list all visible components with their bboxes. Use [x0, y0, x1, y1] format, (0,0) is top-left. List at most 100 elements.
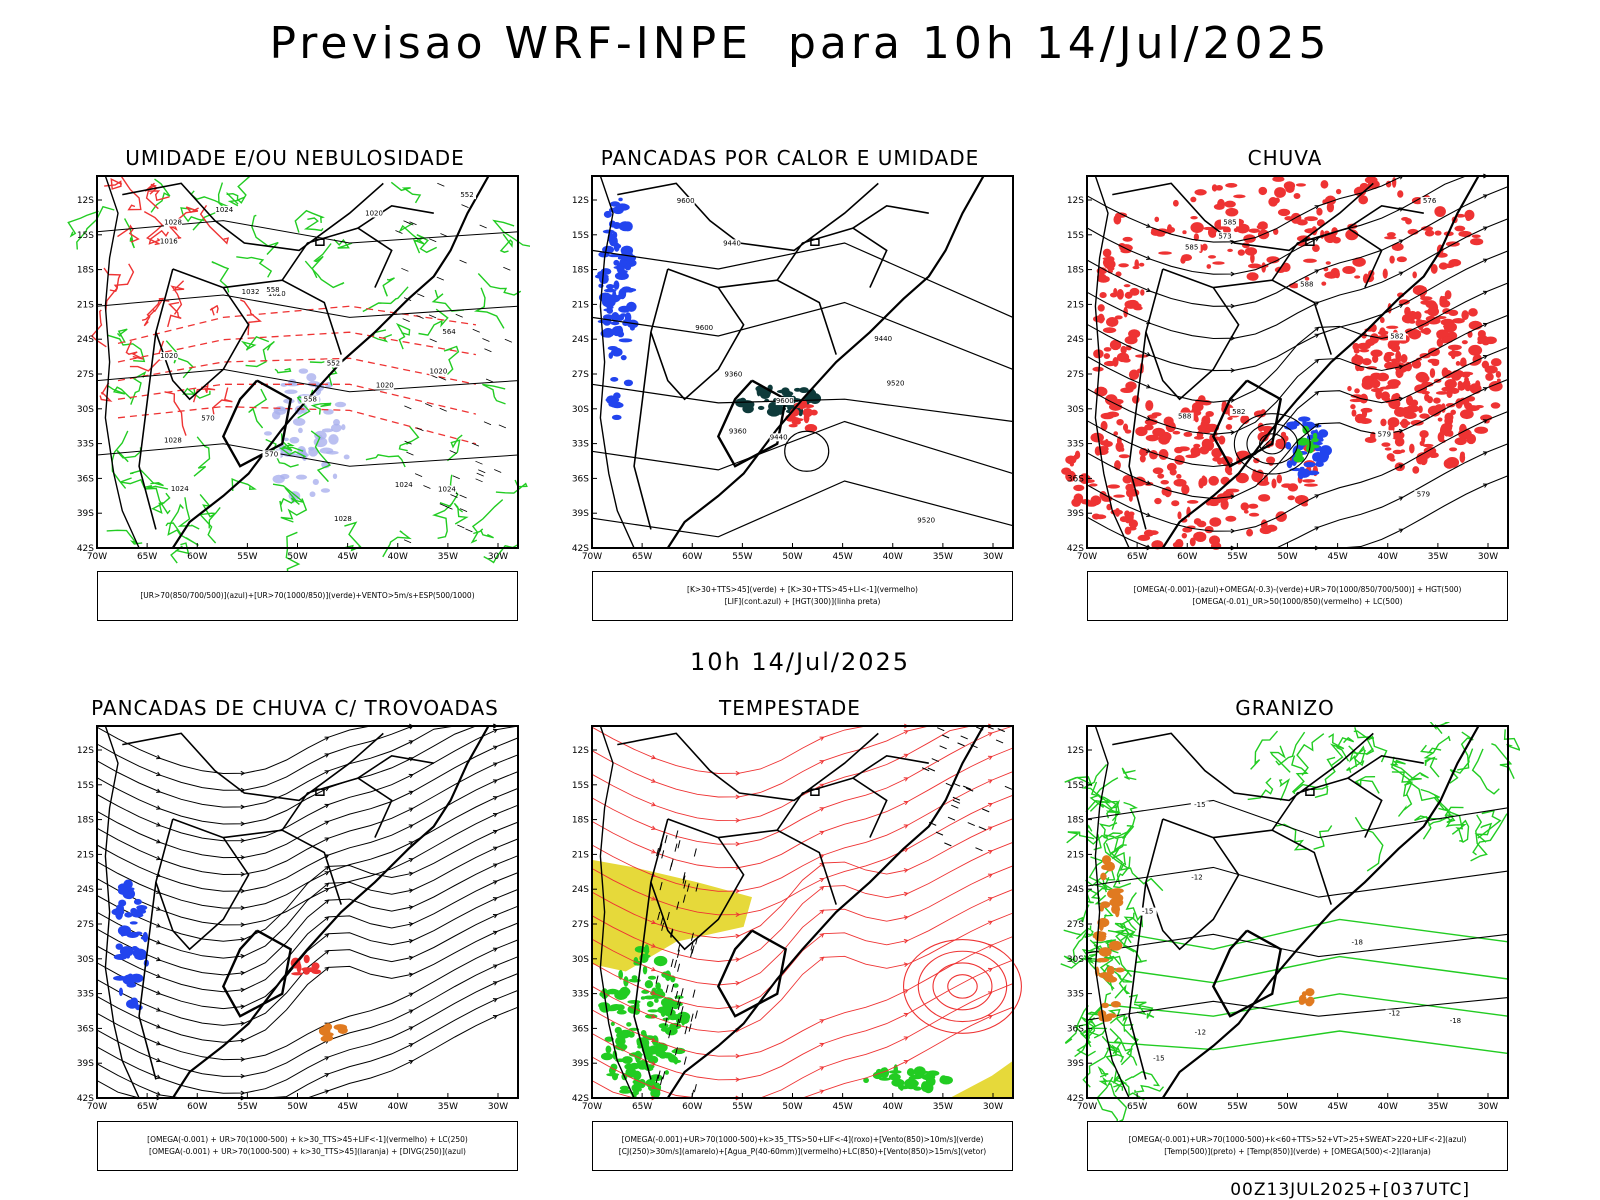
low-level-wind-area [624, 1063, 636, 1070]
rain-area [1152, 467, 1164, 475]
streamline-arrow [492, 913, 498, 919]
temp850-contour [1397, 781, 1413, 817]
streamline-arrow [903, 938, 909, 944]
streamline-arrow [1482, 258, 1488, 263]
west-coastline [599, 175, 635, 549]
low-level-wind-area [647, 975, 657, 980]
west-coastline [1094, 725, 1130, 1099]
strong-wind-vector [666, 911, 670, 921]
streamline-arrow [1230, 494, 1236, 500]
rain-area [1260, 519, 1268, 530]
lat-tick-label: 36S [1067, 1024, 1084, 1034]
streamline-arrow [1398, 496, 1404, 501]
political-border [155, 268, 250, 401]
humidity-low-level-contour [129, 469, 164, 487]
contour-label-bg [1138, 907, 1157, 916]
lon-tick-label: 45W [1327, 1102, 1347, 1112]
temp850-contour [1109, 1028, 1138, 1066]
wind-vector [494, 469, 502, 473]
contour-label-bg [429, 367, 448, 376]
streamline-arrow [1314, 326, 1320, 332]
streamline-arrow [492, 745, 498, 750]
rain-area [1274, 197, 1280, 204]
humidity-low-level-contour [150, 178, 171, 213]
lat-tick-label: 42S [572, 544, 589, 554]
strong-wind-vector [675, 990, 679, 1000]
lon-tick-label: 60W [187, 552, 207, 562]
rain-area [1145, 434, 1159, 442]
rain-area [1437, 417, 1443, 422]
rain-area [1125, 483, 1135, 492]
omega-area [1096, 957, 1110, 963]
streamline-arrow [1482, 194, 1488, 199]
contour-label-bg [1297, 280, 1316, 289]
temp850-contour [1247, 777, 1274, 801]
streamline-arrow [1314, 205, 1320, 210]
contour-label: 570 [201, 414, 214, 422]
thickness-dashed-line [117, 357, 477, 385]
contour-label: 1020 [365, 209, 383, 217]
contour-label: 1016 [160, 237, 178, 245]
legend-line-1: [OMEGA(-0.001)-(azul)+OMEGA(-0.3)-(verde… [1133, 585, 1462, 594]
wind-vector [414, 473, 423, 477]
lat-tick-label: 24S [77, 885, 94, 895]
temp850-contour [1114, 971, 1131, 999]
strong-wind-vector [680, 988, 684, 997]
wind-vector [416, 427, 424, 432]
lon-tick-label: 60W [1177, 1102, 1197, 1112]
rain-area [1434, 206, 1446, 217]
legend-line-1: [K>30+TTS>45](verde) + [K>30+TTS>45+LI<-… [687, 585, 918, 594]
contour-label: 1032 [242, 288, 260, 296]
wind-vector [424, 403, 433, 407]
low-level-wind-area [878, 1077, 891, 1081]
lon-tick-label: 65W [632, 552, 652, 562]
rain-area [1185, 454, 1198, 459]
geopotential-contour [591, 242, 1014, 318]
lifted-index-area [605, 283, 615, 290]
low-level-wind-area [616, 1009, 627, 1015]
lat-tick-label: 39S [572, 1059, 589, 1069]
contour-label: 576 [1423, 197, 1437, 205]
rain-area [1132, 265, 1140, 270]
rain-area [1420, 328, 1432, 334]
low-level-wind-area [655, 982, 661, 990]
low-level-wind-area [939, 1075, 948, 1084]
contour-label-bg [917, 516, 936, 525]
rain-area [1444, 379, 1457, 389]
federal-district [810, 788, 820, 796]
political-border [1271, 227, 1383, 288]
low-level-wind-area [637, 1045, 642, 1049]
rain-area [1439, 299, 1451, 308]
political-border [1211, 379, 1283, 468]
rain-area [1376, 372, 1389, 382]
wind-streamline [591, 725, 1014, 845]
rain-area [1124, 429, 1132, 434]
streamline-arrow [819, 1089, 825, 1094]
streamline-arrow [240, 821, 246, 827]
streamline-arrow [240, 888, 246, 894]
low-pressure-contour [1246, 423, 1299, 465]
geopotential-contour [591, 420, 1014, 475]
temp500-contour [1086, 933, 1509, 958]
low-level-wind-area [673, 983, 679, 988]
rain-area [1295, 183, 1307, 187]
strong-wind-vector [944, 842, 952, 847]
rain-area [1369, 333, 1380, 344]
west-coastline [104, 725, 140, 1099]
strong-wind-vector [690, 932, 694, 941]
streamline-arrow [819, 877, 825, 883]
lon-tick-label: 60W [1177, 552, 1197, 562]
streamline-arrow [1482, 419, 1488, 424]
wind-vector [437, 182, 445, 187]
rain-area [1193, 233, 1200, 241]
temp850-contour [1348, 745, 1365, 767]
panel-umidade-nebulosidade: UMIDADE E/OU NEBULOSIDADE 1020 1020 1024 10… [60, 146, 530, 626]
streamline-arrow [651, 1014, 657, 1019]
humidity-low-level-contour [248, 388, 268, 429]
streamline-arrow [240, 838, 246, 843]
rain-area [1207, 255, 1217, 259]
rain-area [1384, 236, 1397, 240]
strong-wind-vector [674, 843, 678, 852]
streamline [1086, 175, 1508, 275]
rain-area [1407, 395, 1413, 400]
